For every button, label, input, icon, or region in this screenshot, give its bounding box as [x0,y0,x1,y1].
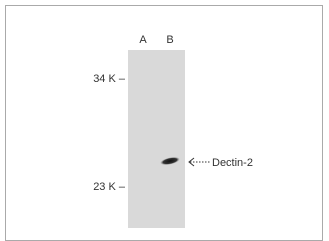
band-label: Dectin-2 [212,157,253,169]
figure: A B 34 K – 23 K – Dectin-2 [0,0,329,241]
blot-membrane [128,50,185,228]
page: A B 34 K – 23 K – Dectin-2 (() => { cons… [0,0,329,241]
marker-label: 23 K – [93,181,126,193]
lane-label: A [139,34,147,46]
marker-label: 34 K – [93,73,126,85]
lane-label: B [166,34,173,46]
